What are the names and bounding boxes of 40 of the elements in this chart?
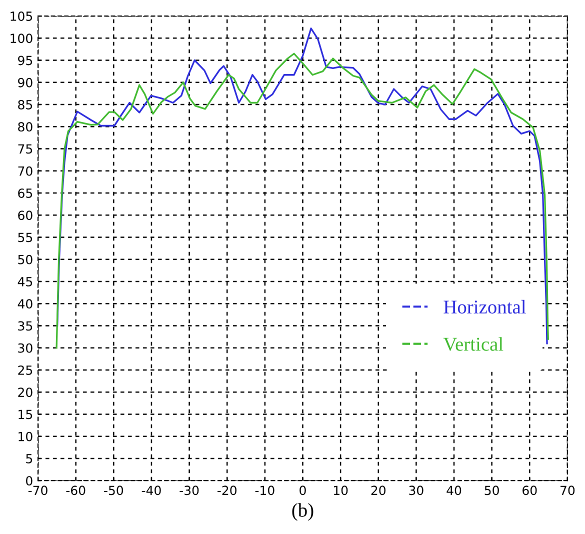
legend-label: Horizontal: [444, 300, 526, 314]
x-tick-label: -20: [218, 486, 236, 496]
y-tick-label: 25: [18, 365, 32, 375]
legend-label: Vertical: [443, 337, 504, 351]
y-tick-label: 5: [26, 454, 32, 464]
x-tick-label: 40: [446, 486, 462, 496]
y-tick-label: 65: [18, 188, 32, 198]
y-tick-label: 80: [18, 122, 32, 132]
x-tick-label: 70: [560, 486, 575, 496]
x-tick-label: 60: [522, 486, 537, 496]
y-tick-label: 45: [18, 277, 32, 286]
y-tick-label: 60: [18, 210, 32, 220]
y-tick-label: 75: [18, 144, 32, 154]
x-tick-label: -50: [104, 486, 124, 496]
y-tick-label: 85: [18, 100, 32, 110]
y-tick-label: 50: [18, 254, 32, 264]
x-tick-label: 10: [334, 486, 348, 496]
x-tick-label: 30: [409, 486, 424, 496]
y-tick-label: 20: [18, 388, 32, 398]
y-tick-label: 0: [26, 476, 32, 486]
y-tick-label: 35: [18, 321, 32, 331]
x-tick-label: -30: [180, 486, 199, 496]
y-tick-label: 105: [10, 11, 32, 21]
y-tick-label: 95: [18, 56, 32, 66]
y-tick-label: 10: [18, 432, 32, 442]
x-tick-label: -70: [28, 486, 48, 496]
x-tick-label: 50: [484, 486, 499, 496]
y-tick-label: 30: [18, 343, 32, 353]
x-axis-title: (b): [292, 503, 314, 521]
y-tick-label: 40: [18, 299, 32, 309]
x-tick-label: -40: [142, 486, 161, 496]
y-tick-label: 70: [18, 166, 32, 176]
x-tick-label: 20: [371, 486, 386, 496]
y-tick-label: 55: [18, 232, 32, 242]
y-tick-label: 15: [18, 410, 32, 420]
x-tick-label: -60: [66, 486, 86, 496]
y-tick-label: 90: [18, 78, 32, 88]
x-tick-label: -10: [255, 486, 274, 496]
x-tick-label: 0: [300, 486, 306, 496]
y-tick-label: 100: [10, 34, 32, 44]
